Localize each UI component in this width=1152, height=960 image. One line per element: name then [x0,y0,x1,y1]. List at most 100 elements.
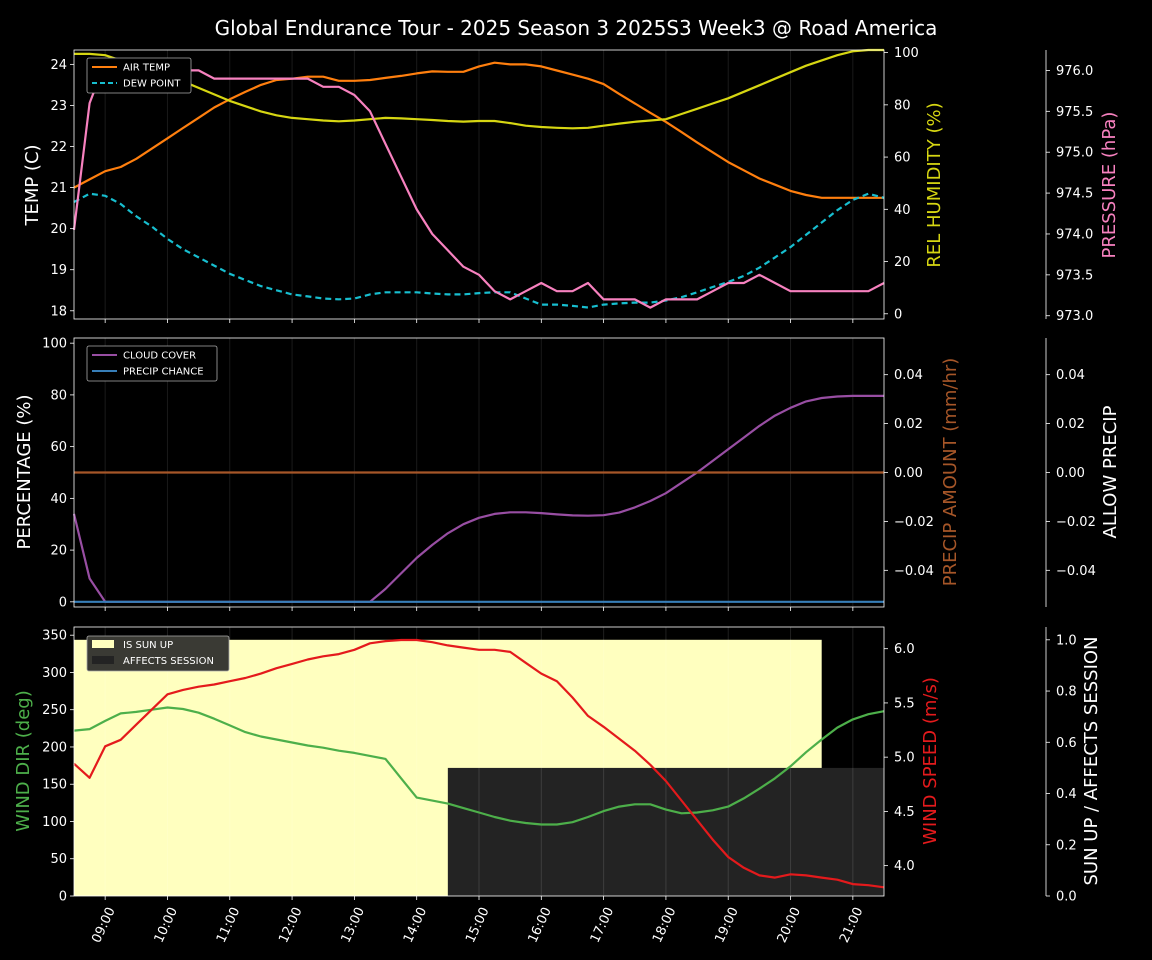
panel-temperature-grid [104,50,854,319]
left-tick-label: 0 [59,890,67,905]
sun-axis-label: SUN UP / AFFECTS SESSION [1081,636,1102,885]
right1-tick-label: 5.0 [894,751,915,766]
legend-label-affects-session: AFFECTS SESSION [123,656,214,667]
panel-temperature-xticks [104,319,854,323]
right2-tick-label: 974.0 [1056,227,1093,242]
legend-cloud: CLOUD COVER PRECIP CHANCE [86,345,218,382]
left-tick-label: 18 [50,304,67,319]
right2-tick-label: 0.02 [1056,417,1085,432]
legend-label-dew-point: DEW POINT [123,79,181,90]
left-tick-label: 24 [50,58,67,73]
legend-label-cloud-cover: CLOUD COVER [123,351,196,362]
panel-wind-xticks: 09:00 10:00 11:00 12:00 13:00 14:00 15:00 16:00… [89,896,866,945]
allow-precip-axis: −0.04 −0.02 0.00 0.02 0.04 [1045,338,1096,607]
right2-tick-label: 0.0 [1056,890,1077,905]
left-tick-label: 300 [42,666,67,681]
wind-dir-axis-label: WIND DIR (deg) [13,690,34,832]
right1-tick-label: 0.02 [894,417,923,432]
right2-tick-label: −0.02 [1056,515,1096,530]
panel-wind-series [73,638,885,889]
left-tick-label: 250 [42,703,67,718]
panel-wind-bands [74,639,884,896]
series-line-wind-speed [73,638,885,889]
right2-tick-label: 0.6 [1056,736,1077,751]
legend-label-precip-chance: PRECIP CHANCE [123,367,204,378]
legend-swatch-affects-session [92,656,114,664]
right2-tick-label: 973.5 [1056,268,1093,283]
temp-axis-label: TEMP (C) [22,144,43,226]
left-tick-label: 19 [50,263,67,278]
precip-amount-axis: −0.04 −0.02 0.00 0.02 0.04 [884,368,934,579]
panel-cloud-xticks [104,607,854,611]
right1-tick-label: 6.0 [894,642,915,657]
left-tick-label: 23 [50,99,67,114]
right1-tick-label: 100 [894,46,919,61]
right1-tick-label: 60 [894,151,911,166]
allow-precip-axis-label: ALLOW PRECIP [1100,405,1121,538]
right2-tick-label: 1.0 [1056,633,1077,648]
right1-tick-label: −0.02 [894,515,934,530]
series-line-pressure [72,61,885,309]
panel-wind: 0 50 100 150 200 250 300 350 4.0 4.5 5.0 5.5 6.0 0.… [13,626,1102,945]
wind-speed-axis: 4.0 4.5 5.0 5.5 6.0 [884,642,915,874]
left-tick-label: 80 [50,388,67,403]
legend-box [86,635,230,672]
left-tick-label: 100 [42,815,67,830]
right2-tick-label: −0.04 [1056,564,1096,579]
right1-tick-label: 0.04 [894,368,923,383]
panel-cloud-series [72,394,884,603]
right2-tick-label: 975.5 [1056,105,1093,120]
left-tick-label: 0 [59,595,67,610]
right2-tick-label: 976.0 [1056,64,1093,79]
series-line-dew-point [73,192,885,309]
chart-title: Global Endurance Tour - 2025 Season 3 20… [215,16,938,40]
legend-box [86,345,218,382]
right1-tick-label: 40 [894,203,911,218]
right2-tick-label: 973.0 [1056,309,1093,324]
right1-tick-label: 4.0 [894,859,915,874]
left-tick-label: 200 [42,740,67,755]
series-line-rel-humidity [74,48,884,130]
right1-tick-label: 0.00 [894,466,923,481]
wind-speed-axis-label: WIND SPEED (m/s) [920,677,941,845]
legend-temperature: AIR TEMP DEW POINT [86,57,192,94]
legend-label-sun-up: IS SUN UP [123,640,173,651]
right1-tick-label: 4.5 [894,805,915,820]
right1-tick-label: 80 [894,98,911,113]
right1-tick-label: 20 [894,255,911,270]
legend-swatch-sun-up [92,640,114,648]
precip-amount-axis-label: PRECIP AMOUNT (mm/hr) [940,358,961,587]
right2-tick-label: 0.4 [1056,787,1077,802]
right2-tick-label: 975.0 [1056,146,1093,161]
left-tick-label: 150 [42,778,67,793]
humidity-axis: 0 20 40 60 80 100 [884,46,919,322]
right1-tick-label: 0 [894,307,902,322]
temp-axis: 18 19 20 21 22 23 24 [50,58,74,319]
left-tick-label: 100 [42,337,67,352]
pressure-axis: 973.0 973.5 974.0 974.5 975.0 975.5 976.0 [1045,50,1093,324]
panel-temperature-series [72,48,885,309]
right2-tick-label: 0.2 [1056,838,1077,853]
right2-tick-label: 0.04 [1056,368,1085,383]
wind-dir-axis: 0 50 100 150 200 250 300 350 [42,629,74,905]
left-tick-label: 50 [50,852,67,867]
sun-axis: 0.0 0.2 0.4 0.6 0.8 1.0 [1045,627,1077,905]
left-tick-label: 40 [50,492,67,507]
right1-tick-label: 5.5 [894,696,915,711]
right2-tick-label: 0.8 [1056,685,1077,700]
humidity-axis-label: REL HUMIDITY (%) [924,102,945,267]
percentage-axis: 0 20 40 60 80 100 [42,337,74,610]
band-affects-session [447,767,884,896]
legend-label-air-temp: AIR TEMP [123,63,170,74]
left-tick-label: 21 [50,181,67,196]
left-tick-label: 350 [42,629,67,644]
left-tick-label: 60 [50,440,67,455]
pressure-axis-label: PRESSURE (hPa) [1099,112,1120,259]
right2-tick-label: 974.5 [1056,187,1093,202]
legend-wind: IS SUN UP AFFECTS SESSION [86,635,230,672]
right2-tick-label: 0.00 [1056,466,1085,481]
panel-wind-grid [104,627,854,896]
series-line-air-temp [73,61,884,199]
